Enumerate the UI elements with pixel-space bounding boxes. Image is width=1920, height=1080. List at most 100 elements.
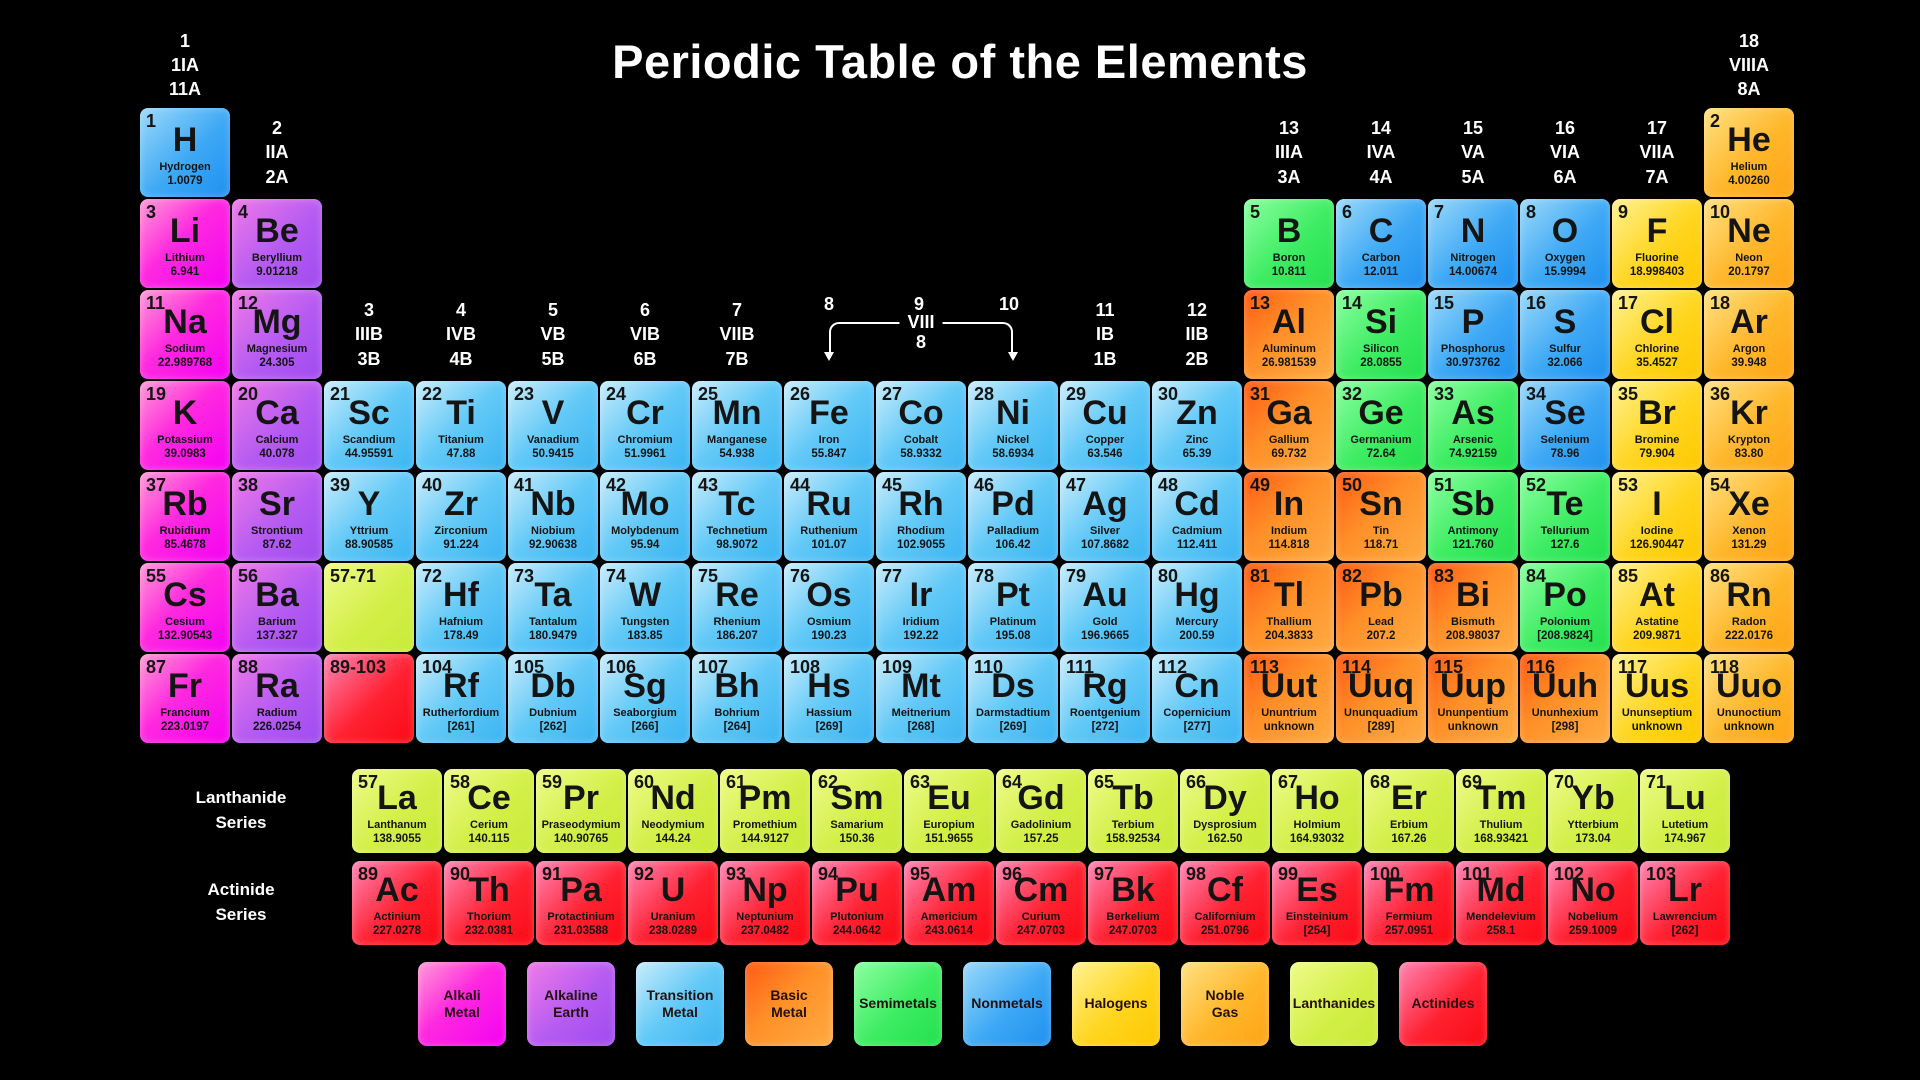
element-symbol: Cn [1174,667,1220,705]
element-name: Thallium [1266,616,1312,628]
element-cell-pu: 94 Pu Plutonium 244.0642 [812,861,902,945]
group-header-17: 17 VIIA 7A [1612,108,1702,197]
atomic-number: 78 [974,566,995,586]
atomic-number: 108 [790,657,821,677]
element-cell-c: 6 C Carbon 12.011 [1336,199,1426,288]
atomic-number: 40 [422,475,443,495]
atomic-mass: 173.04 [1575,833,1611,845]
atomic-number: 25 [698,384,719,404]
atomic-mass: 9.01218 [256,266,298,278]
atomic-number: 5 [1250,202,1261,222]
element-cell-uuo: 118 Uuo Ununoctium unknown [1704,654,1794,743]
atomic-number: 9 [1618,202,1629,222]
element-cell-b: 5 B Boron 10.811 [1244,199,1334,288]
atomic-mass: 44.95591 [345,448,393,460]
atomic-number: 39 [330,475,351,495]
legend-swatch-halogen: Halogens [1072,962,1160,1046]
atomic-mass: 6.941 [170,266,200,278]
element-symbol: Bk [1111,871,1155,909]
element-symbol: Kr [1730,394,1768,432]
element-cell-hg: 80 Hg Mercury 200.59 [1152,563,1242,652]
element-name: Copper [1085,434,1125,446]
group-header-line: IVB [445,324,476,345]
element-cell-rh: 45 Rh Rhodium 102.9055 [876,472,966,561]
group-header-13: 13 IIIA 3A [1244,108,1334,197]
element-name: Meitnerium [891,707,951,719]
element-name: Helium [1730,161,1768,173]
element-cell-he: 2 He Helium 4.00260 [1704,108,1794,197]
atomic-number: 107 [698,657,729,677]
element-name: Germanium [1350,434,1412,446]
element-cell-tb: 65 Tb Terbium 158.92534 [1088,769,1178,853]
element-symbol: Pt [996,576,1030,614]
atomic-number: 52 [1526,475,1547,495]
atomic-mass: 144.9127 [741,833,789,845]
atomic-number: 103 [1646,864,1677,884]
atomic-mass: [272] [1091,721,1119,733]
element-symbol: Cd [1174,485,1220,523]
element-name: Lead [1368,616,1394,628]
range-label: 89-103 [330,657,387,677]
atomic-mass: unknown [1723,721,1775,733]
atomic-number: 18 [1710,293,1731,313]
element-cell-sr: 38 Sr Strontium 87.62 [232,472,322,561]
element-name: Astatine [1635,616,1679,628]
element-name: Neodymium [641,819,705,831]
element-cell-fe: 26 Fe Iron 55.847 [784,381,874,470]
element-cell-uuh: 116 Uuh Ununhexium [298] [1520,654,1610,743]
atomic-mass: 51.9961 [624,448,666,460]
atomic-number: 117 [1618,657,1648,677]
atomic-mass: 251.0796 [1201,925,1249,937]
element-symbol: He [1727,121,1771,159]
atomic-number: 87 [146,657,167,677]
element-symbol: Xe [1728,485,1770,523]
element-cell-se: 34 Se Selenium 78.96 [1520,381,1610,470]
atomic-number: 16 [1526,293,1547,313]
element-cell-hs: 108 Hs Hassium [269] [784,654,874,743]
atomic-mass: [289] [1367,721,1395,733]
element-cell-at: 85 At Astatine 209.9871 [1612,563,1702,652]
element-name: Uranium [650,911,696,923]
element-symbol: Ru [806,485,852,523]
element-symbol: Mt [901,667,941,705]
element-cell-h: 1 H Hydrogen 1.0079 [140,108,230,197]
element-name: Potassium [157,434,213,446]
element-cell-bk: 97 Bk Berkelium 247.0703 [1088,861,1178,945]
element-symbol: Pm [738,779,792,817]
element-cell-nb: 41 Nb Niobium 92.90638 [508,472,598,561]
atomic-mass: [269] [999,721,1027,733]
atomic-number: 38 [238,475,259,495]
atomic-mass: [269] [815,721,843,733]
element-cell-dy: 66 Dy Dysprosium 162.50 [1180,769,1270,853]
atomic-mass: 63.546 [1087,448,1123,460]
element-symbol: Dy [1203,779,1247,817]
element-name: Iridium [902,616,940,628]
atomic-number: 86 [1710,566,1731,586]
atomic-number: 56 [238,566,259,586]
element-name: Hassium [806,707,852,719]
element-name: Arsenic [1452,434,1494,446]
element-symbol: Am [921,871,977,909]
element-cell-nd: 60 Nd Neodymium 144.24 [628,769,718,853]
element-cell-pt: 78 Pt Platinum 195.08 [968,563,1058,652]
atomic-number: 31 [1250,384,1271,404]
element-cell-uuq: 114 Uuq Ununquadium [289] [1336,654,1426,743]
atomic-mass: 140.90765 [553,833,609,845]
group-header-line: 6B [633,348,657,369]
atomic-mass: 58.9332 [900,448,942,460]
element-name: Indium [1270,525,1308,537]
element-name: Curium [1021,911,1061,923]
atomic-mass: 237.0482 [741,925,789,937]
element-name: Silicon [1362,343,1400,355]
element-symbol: As [1451,394,1495,432]
legend-label-line: Earth [553,1004,589,1020]
atomic-number: 92 [634,864,655,884]
atomic-number: 116 [1526,657,1556,677]
atomic-mass: 186.207 [716,630,758,642]
atomic-number: 1 [146,111,157,131]
element-name: Yttrium [349,525,389,537]
element-cell-as: 33 As Arsenic 74.92159 [1428,381,1518,470]
atomic-number: 82 [1342,566,1363,586]
group-header-line: IIB [1185,324,1209,345]
group-header-1: 1 1IA 11A [140,24,230,106]
